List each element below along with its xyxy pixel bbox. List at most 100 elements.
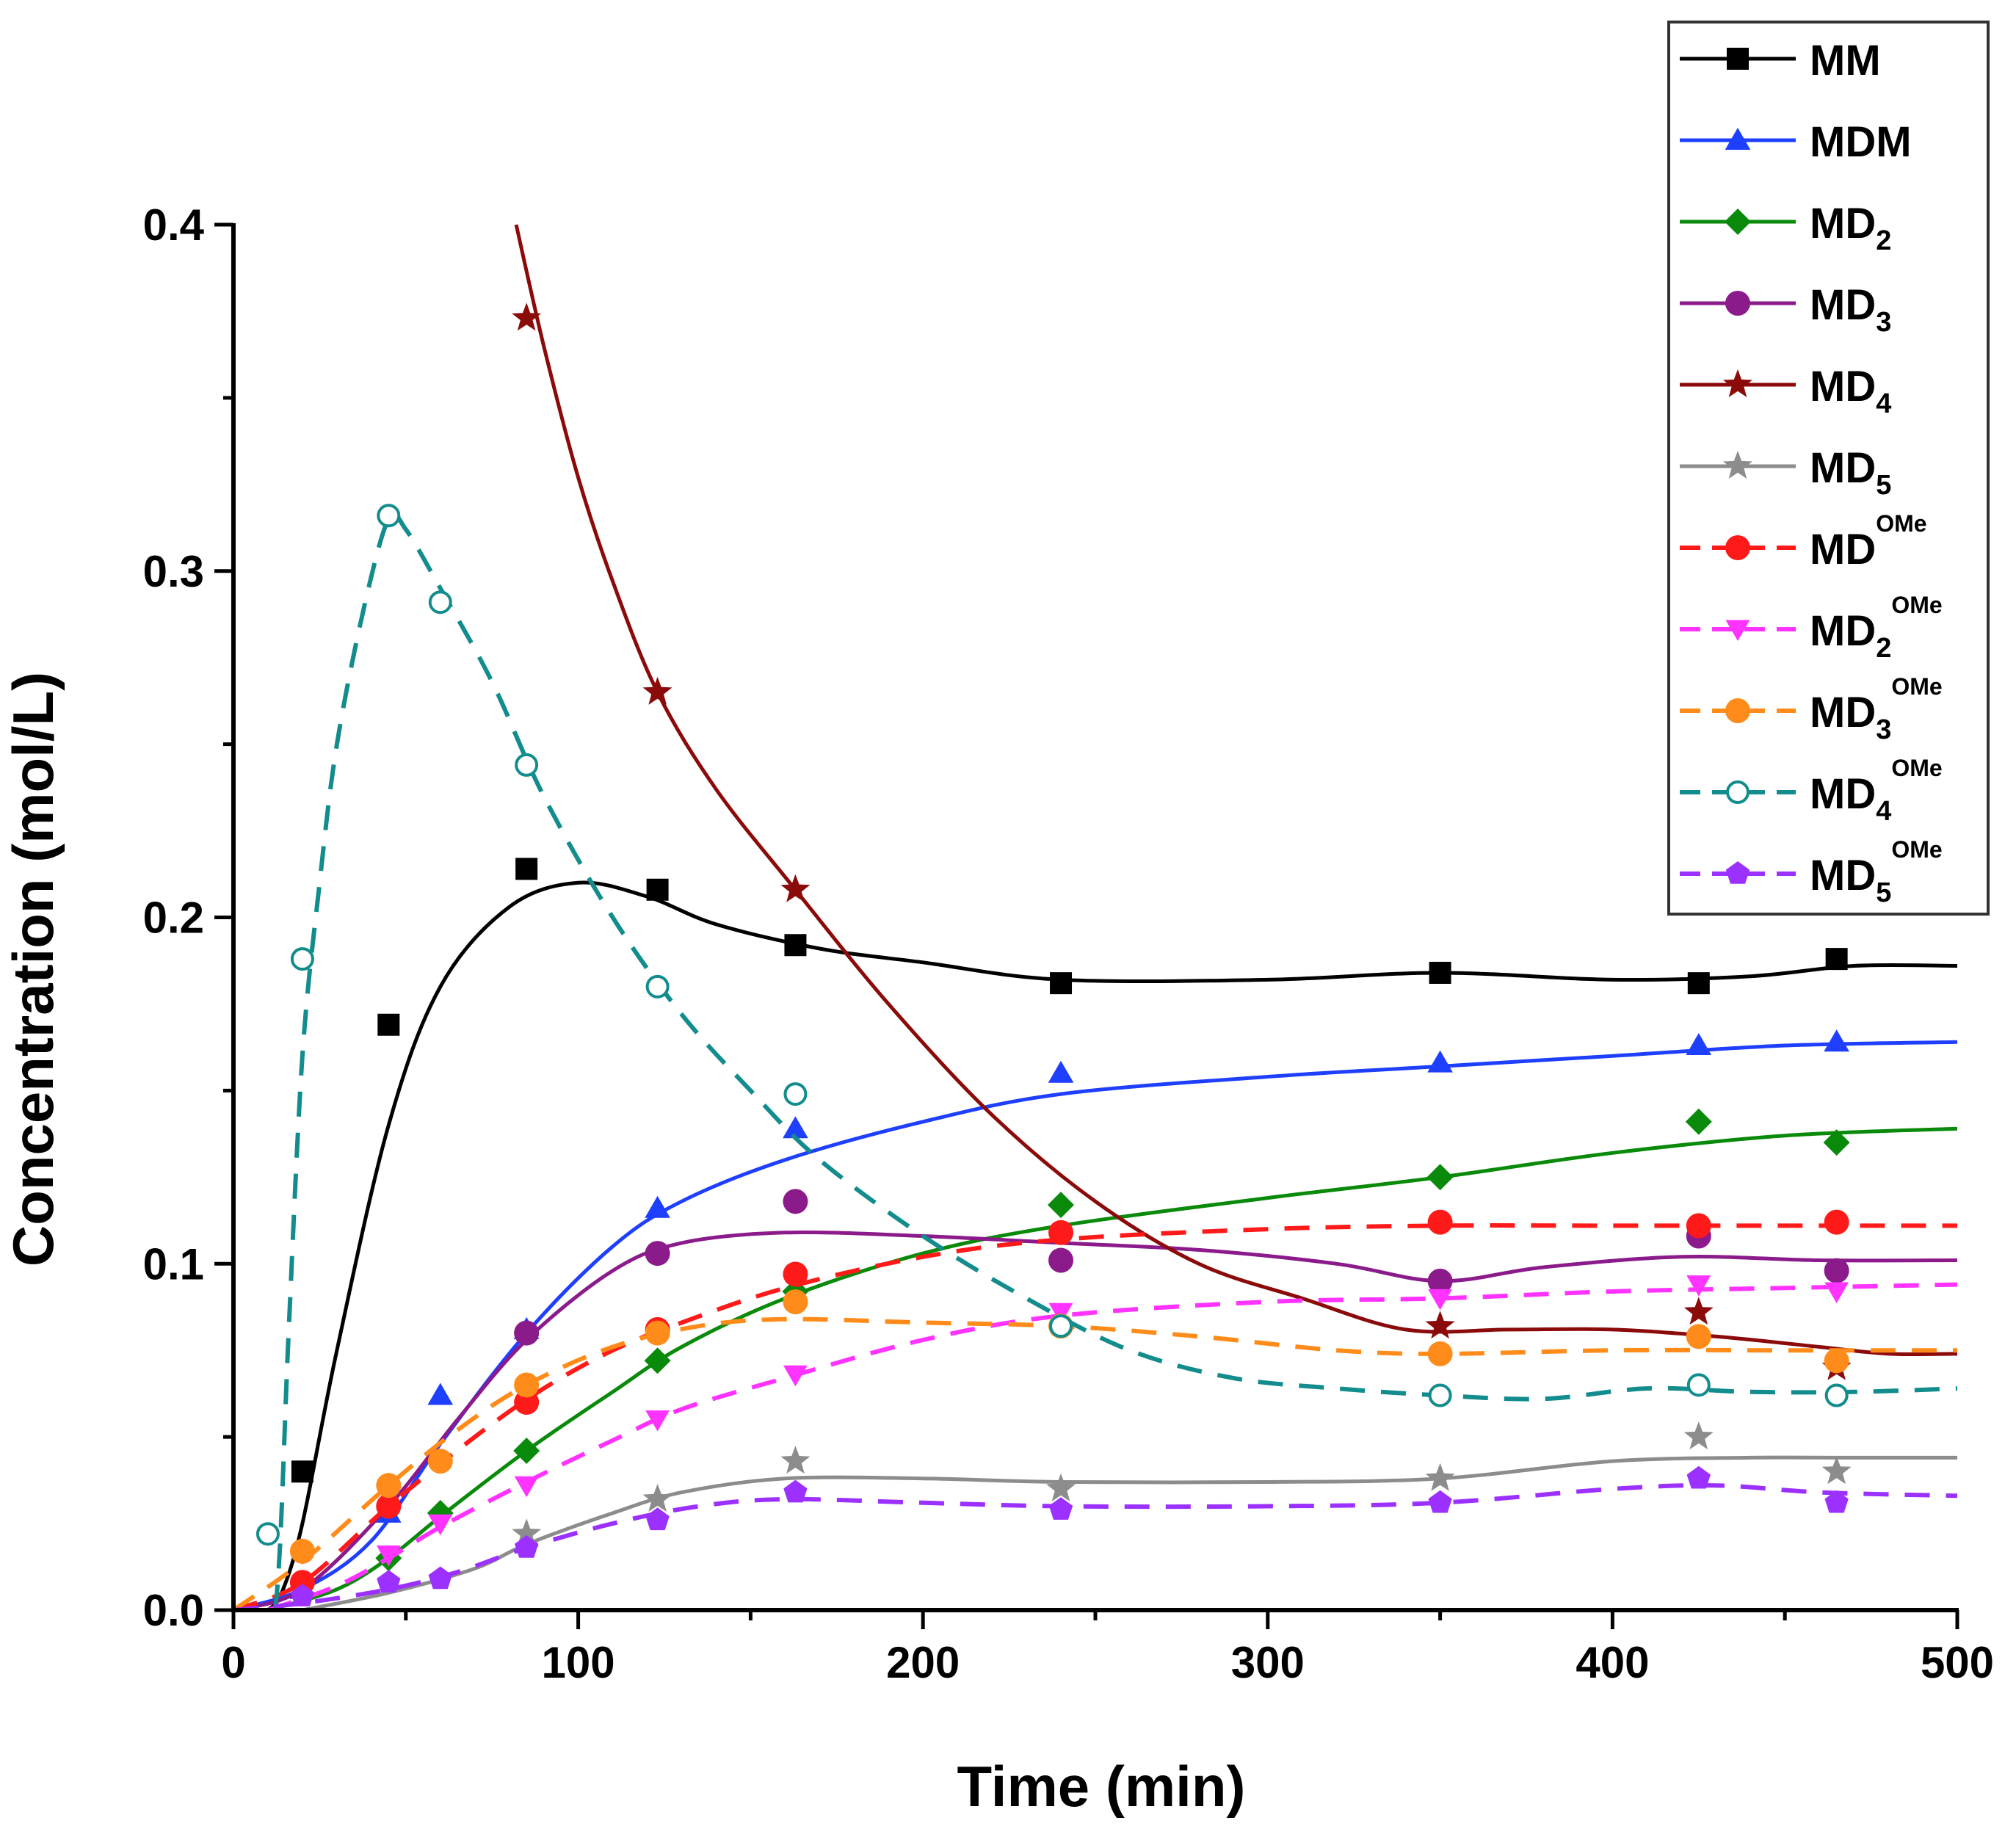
data-point-MDM-4	[645, 1195, 670, 1218]
x-tick-label: 500	[1921, 1638, 1994, 1687]
x-tick-label: 400	[1576, 1638, 1649, 1687]
data-point-MD3OMe-7	[1427, 1341, 1453, 1366]
data-point-MDM-5	[783, 1116, 808, 1139]
legend-label-MD4OMe: MD4OMe	[1810, 755, 1943, 827]
data-point-MM-5	[1050, 972, 1073, 995]
data-point-MD4M-0	[512, 302, 542, 331]
x-tick-label: 100	[542, 1638, 615, 1687]
x-tick-label: 0	[221, 1638, 245, 1687]
legend-label-MD2OMe: MD2OMe	[1810, 592, 1943, 664]
y-tick-label: 0.3	[143, 547, 204, 596]
data-point-MDOMe-7	[1686, 1213, 1711, 1239]
legend-item-MD3M: MD3	[1680, 281, 1891, 338]
data-point-MDM-2	[427, 1383, 454, 1405]
data-point-MD3M-3	[783, 1189, 808, 1214]
legend-item-MD5OMe: MD5OMe	[1680, 836, 1943, 908]
legend-marker-MDM	[1725, 128, 1751, 150]
legend-label-MD3OMe: MD3OMe	[1810, 673, 1943, 745]
legend-item-MDM: MDM	[1680, 118, 1912, 166]
data-point-MDOMe-1	[376, 1493, 402, 1519]
y-tick-label: 0.4	[143, 200, 205, 250]
data-point-MD2OMe-5	[1048, 1302, 1073, 1325]
legend-item-MD5M: MD5	[1680, 444, 1891, 501]
data-point-MDOMe-5	[1048, 1220, 1074, 1245]
data-point-MD2OMe-3	[645, 1410, 670, 1432]
data-point-MD2OMe-4	[783, 1365, 808, 1387]
data-point-MD3M-4	[1048, 1247, 1074, 1273]
y-tick-label: 0.2	[143, 894, 204, 943]
data-point-MDM-7	[1427, 1050, 1453, 1073]
data-point-MD5M-4	[1425, 1463, 1455, 1491]
fit-line-MD4OMe	[233, 511, 1957, 1612]
data-point-MM-0	[291, 1460, 313, 1483]
y-axis-label: Concentration (mol/L)	[1, 672, 65, 1267]
data-point-MD3M-2	[645, 1241, 670, 1267]
data-point-MD4OMe-5	[645, 974, 670, 999]
legend-item-MD4M: MD4	[1680, 363, 1891, 419]
data-point-MDM-6	[1048, 1060, 1074, 1083]
data-point-MD5M-0	[512, 1518, 542, 1547]
data-point-MD4M-4	[1683, 1297, 1714, 1325]
legend-marker-MD5M	[1723, 451, 1752, 479]
data-point-MD3OMe-9	[1824, 1348, 1849, 1374]
legend-item-MDOMe: MDOMe	[1680, 510, 1927, 573]
legend-label-MDOMe: MDOMe	[1810, 510, 1927, 573]
x-axis-label: Time (min)	[957, 1754, 1246, 1819]
data-point-MD5M-6	[1821, 1456, 1852, 1485]
series-MDOMe	[233, 1209, 1957, 1612]
legend-marker-MD5OMe	[1725, 861, 1750, 884]
data-point-MD2OMe-2	[514, 1476, 539, 1498]
data-point-MD4OMe-6	[783, 1082, 808, 1106]
data-point-MDOMe-2	[514, 1389, 540, 1415]
data-point-MD3M-5	[1427, 1268, 1453, 1294]
fit-line-MD3M	[233, 1230, 1957, 1612]
y-tick-label: 0.1	[143, 1239, 204, 1289]
series-MD4OMe	[233, 504, 1957, 1612]
legend-label-MD2M: MD2	[1810, 200, 1891, 256]
data-point-MD2M-8	[1823, 1129, 1850, 1156]
data-point-MM-3	[646, 878, 669, 901]
fit-line-MD5OMe	[233, 1482, 1957, 1612]
legend-item-MD3OMe: MD3OMe	[1680, 673, 1943, 745]
data-point-MD5OMe-4	[645, 1507, 670, 1531]
data-point-MD2OMe-8	[1824, 1282, 1849, 1303]
data-point-MD5OMe-7	[1428, 1490, 1452, 1513]
data-point-MDM-8	[1686, 1033, 1712, 1055]
data-point-MD4OMe-8	[1428, 1383, 1452, 1407]
data-point-MD5OMe-0	[290, 1584, 315, 1606]
data-point-MD5OMe-2	[428, 1566, 452, 1590]
fit-line-MD3OMe	[233, 1316, 1957, 1612]
data-point-MD4M-3	[1425, 1311, 1455, 1339]
legend-label-MM: MM	[1810, 37, 1881, 84]
data-point-MD4OMe-9	[1686, 1373, 1711, 1397]
legend-marker-MM	[1727, 48, 1749, 70]
data-point-MD4OMe-4	[515, 753, 539, 777]
data-point-MD4OMe-0	[255, 1522, 280, 1546]
data-point-MD3OMe-5	[783, 1289, 808, 1315]
data-point-MM-4	[784, 934, 807, 957]
legend-label-MD5OMe: MD5OMe	[1810, 836, 1943, 908]
data-point-MD5OMe-8	[1686, 1465, 1711, 1489]
data-point-MD2OMe-7	[1686, 1275, 1711, 1297]
data-point-MD5OMe-5	[783, 1479, 808, 1503]
fit-line-MM	[266, 880, 1957, 1612]
data-point-MM-1	[377, 1013, 400, 1036]
legend-marker-MD3OMe	[1725, 698, 1750, 723]
legend-item-MD2M: MD2	[1680, 200, 1891, 256]
data-point-MD3OMe-2	[427, 1449, 453, 1474]
data-point-MD4OMe-2	[377, 504, 401, 528]
data-point-MDOMe-4	[783, 1261, 808, 1287]
data-point-MD4OMe-3	[428, 590, 452, 615]
data-point-MD5OMe-9	[1824, 1490, 1849, 1513]
legend-item-MD4OMe: MD4OMe	[1680, 755, 1943, 827]
data-point-MDM-9	[1824, 1029, 1849, 1052]
legend-marker-MD2M	[1725, 209, 1751, 235]
series-MM	[266, 858, 1957, 1612]
data-point-MD2OMe-1	[428, 1514, 453, 1536]
data-point-MD2M-3	[644, 1347, 671, 1374]
data-point-MD5M-2	[780, 1446, 811, 1474]
data-point-MD3M-7	[1824, 1258, 1849, 1283]
data-point-MM-7	[1687, 972, 1710, 995]
data-point-MD2M-5	[1048, 1192, 1074, 1219]
